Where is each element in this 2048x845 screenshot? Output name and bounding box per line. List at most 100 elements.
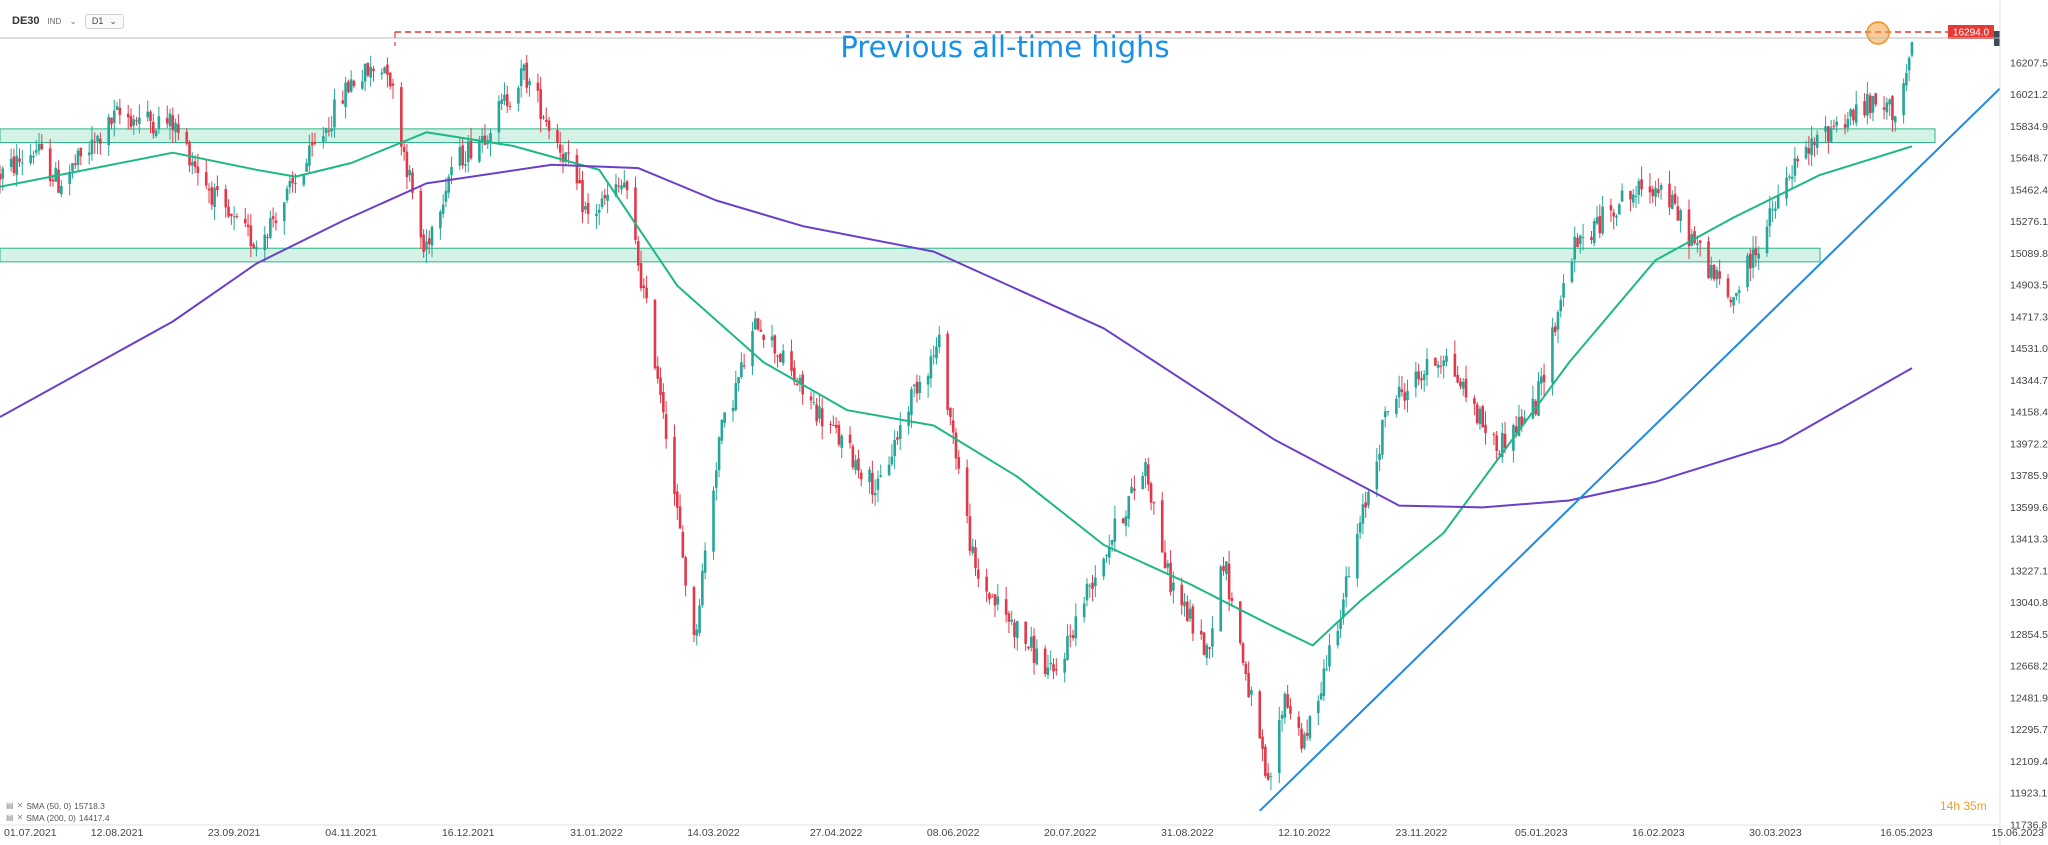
candle-body xyxy=(291,177,294,184)
candle-body xyxy=(996,596,1000,605)
symbol-dropdown-icon[interactable]: ⌄ xyxy=(69,15,77,26)
candle-body xyxy=(129,116,133,127)
ath-highlight-circle xyxy=(1866,21,1890,45)
candle-body xyxy=(1598,216,1602,234)
candle-body xyxy=(285,188,289,201)
candle-body xyxy=(1788,176,1791,178)
candle-body xyxy=(581,180,584,213)
candle-body xyxy=(1406,390,1409,401)
close-icon[interactable]: ✕ xyxy=(16,813,24,822)
candle-body xyxy=(1612,212,1616,217)
candle-body xyxy=(508,105,512,107)
candle-body xyxy=(525,62,529,88)
candle-body xyxy=(1576,237,1579,247)
candle-body xyxy=(1459,381,1462,387)
candle-body xyxy=(1718,271,1721,279)
candle-body xyxy=(1581,236,1585,238)
candle-body xyxy=(1336,630,1340,646)
candle-body xyxy=(1751,249,1755,268)
symbol-label: DE30 xyxy=(12,15,40,27)
candle-body xyxy=(1439,365,1443,367)
candle-body xyxy=(1375,461,1379,490)
settings-icon[interactable]: ▤ xyxy=(6,813,14,822)
candle-body xyxy=(1088,585,1092,587)
candle-body xyxy=(1902,83,1905,116)
candle-body xyxy=(40,143,44,150)
candle-body xyxy=(1888,99,1891,105)
candle-body xyxy=(1202,632,1206,655)
settings-icon[interactable]: ▤ xyxy=(6,801,14,810)
candle-body xyxy=(1835,121,1839,126)
y-tick-label: 16207.5 xyxy=(2010,57,2048,69)
candle-body xyxy=(1737,290,1741,294)
y-tick-label: 14344.7 xyxy=(2010,375,2048,387)
candle-body xyxy=(1328,645,1331,667)
candle-body xyxy=(519,68,523,87)
candle-body xyxy=(1478,408,1482,424)
timeframe-select[interactable]: D1 ⌄ xyxy=(84,13,124,29)
candle-body xyxy=(837,424,841,445)
candle-body xyxy=(698,605,701,633)
candle-body xyxy=(656,366,660,379)
candle-body xyxy=(1222,565,1225,571)
candle-body xyxy=(1537,381,1540,416)
candle-body xyxy=(857,458,860,471)
x-tick-label: 12.10.2022 xyxy=(1278,827,1331,839)
candle-body xyxy=(263,234,267,251)
candle-body xyxy=(848,434,852,444)
y-tick-label: 15089.8 xyxy=(2010,248,2048,260)
candle-body xyxy=(1032,635,1036,663)
close-icon[interactable]: ✕ xyxy=(16,801,24,810)
candle-body xyxy=(1238,601,1242,644)
candle-body xyxy=(1829,127,1833,143)
candle-body xyxy=(812,402,816,404)
x-tick-label: 27.04.2022 xyxy=(810,827,863,839)
candle-body xyxy=(1361,504,1365,524)
y-tick-label: 15276.1 xyxy=(2010,216,2048,228)
candle-body xyxy=(1790,176,1794,180)
candle-body xyxy=(1266,773,1270,780)
candle-body xyxy=(349,79,353,92)
candle-body xyxy=(1882,107,1886,110)
candle-body xyxy=(1280,714,1284,719)
y-tick-label: 12481.9 xyxy=(2010,692,2048,704)
candle-body xyxy=(1010,619,1014,622)
candle-body xyxy=(937,334,941,348)
candle-body xyxy=(1029,636,1033,648)
candle-body xyxy=(1484,424,1487,433)
candle-body xyxy=(20,162,24,164)
candle-body xyxy=(1523,418,1526,424)
candle-body xyxy=(517,88,520,104)
candle-body xyxy=(9,158,13,168)
candle-body xyxy=(51,179,55,182)
candle-body xyxy=(1082,603,1086,618)
candle-body xyxy=(1796,158,1799,162)
candle-body xyxy=(876,478,880,490)
candle-body xyxy=(188,141,191,166)
candle-body xyxy=(1556,312,1560,330)
candle-body xyxy=(207,188,211,191)
candle-body xyxy=(1843,124,1847,128)
candle-body xyxy=(1244,663,1248,674)
candle-body xyxy=(12,156,16,173)
legend-row-sma200: ▤ ✕ SMA (200, 0) 14417.4 xyxy=(6,812,110,824)
candle-body xyxy=(366,62,370,76)
candle-body xyxy=(868,469,871,483)
x-tick-label: 14.03.2022 xyxy=(687,827,740,839)
candle-body xyxy=(1024,621,1027,644)
candle-body xyxy=(544,119,548,122)
candle-body xyxy=(1303,734,1306,748)
trendline-group xyxy=(1259,83,2005,812)
candle-body xyxy=(1055,668,1058,671)
candle-body xyxy=(564,152,568,162)
candle-body xyxy=(138,117,141,124)
candle-body xyxy=(1208,647,1211,649)
ath-price-badge xyxy=(1948,25,1994,39)
candle-body xyxy=(341,100,345,104)
y-tick-label: 12854.5 xyxy=(2010,629,2048,641)
candle-body xyxy=(1907,57,1911,71)
candle-body xyxy=(1141,476,1145,490)
y-tick-label: 13599.6 xyxy=(2010,502,2048,514)
candle-body xyxy=(252,244,255,248)
